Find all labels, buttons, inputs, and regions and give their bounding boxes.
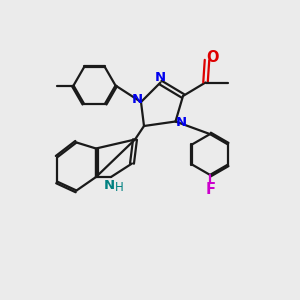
Text: N: N [154, 70, 166, 84]
Text: F: F [206, 182, 216, 197]
Text: O: O [206, 50, 219, 65]
Text: N: N [104, 179, 115, 192]
Text: N: N [175, 116, 187, 129]
Text: N: N [132, 93, 143, 106]
Text: H: H [114, 181, 123, 194]
